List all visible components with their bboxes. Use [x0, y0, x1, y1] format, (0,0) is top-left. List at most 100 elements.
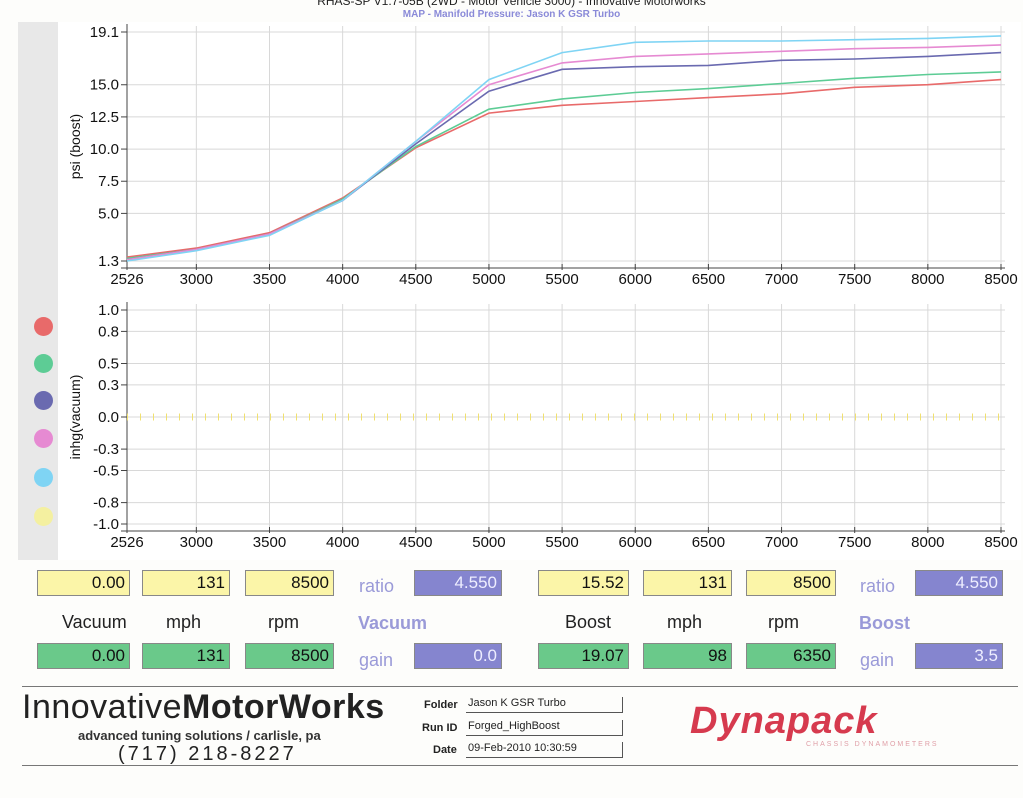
x-tick-label: 4500	[399, 271, 432, 288]
y-axis-label: psi (boost)	[67, 114, 83, 179]
y-tick-label: 1.3	[98, 253, 119, 270]
legend-dot-pink[interactable]	[34, 429, 53, 448]
y-tick-label: 0.3	[98, 377, 119, 394]
boost-mode-label: Boost	[859, 613, 910, 633]
right-mph-header: mph	[667, 612, 703, 632]
vacuum-rpm: 8500	[245, 570, 334, 596]
y-tick-label: -0.3	[93, 441, 119, 458]
x-tick-label: 3500	[253, 534, 286, 551]
y-tick-label: 0.5	[98, 356, 119, 373]
y-tick-label: -0.5	[93, 463, 119, 480]
right-ratio-value: 4.550	[915, 570, 1003, 596]
chart-title: RHAS-SP V1.7-05B (2WD - Motor Vehicle 30…	[317, 0, 706, 8]
y-tick-label: 19.1	[90, 24, 119, 41]
right-gain-value: 3.5	[915, 643, 1003, 669]
right-gain-label: gain	[860, 650, 895, 670]
vacuum-mph: 131	[142, 570, 230, 596]
vacuum-peak-mph: 131	[142, 643, 230, 669]
series-line-1	[126, 71, 1002, 260]
y-tick-label: 1.0	[98, 302, 119, 319]
brand-tagline: advanced tuning solutions / carlisle, pa	[78, 728, 321, 743]
y-tick-label: 7.5	[98, 173, 119, 190]
y-tick-label: 0.0	[98, 409, 119, 426]
x-tick-label: 7500	[838, 271, 871, 288]
x-tick-label: 6000	[619, 271, 652, 288]
left-mph-header: mph	[166, 612, 202, 632]
y-tick-label: 0.8	[98, 323, 119, 340]
boost-mph: 131	[643, 570, 732, 596]
boost-value: 15.52	[538, 570, 629, 596]
x-tick-label: 8500	[984, 271, 1017, 288]
dyno-charts: 2526 3000 3500 4000 4500 5000 5500 6000 6500 7000…	[67, 24, 1018, 551]
x-tick-label: 5500	[545, 534, 578, 551]
series-line-4	[126, 35, 1002, 262]
legend-dot-navy[interactable]	[34, 391, 53, 410]
boost-peak-rpm: 6350	[746, 643, 836, 669]
legend-dot-cyan[interactable]	[34, 468, 53, 487]
folder-value: Jason K GSR Turbo	[466, 697, 623, 713]
legend-dot-green[interactable]	[34, 354, 53, 373]
boost-peak-mph: 98	[643, 643, 732, 669]
boost-peak-value: 19.07	[538, 643, 629, 669]
legend-dot-yellow[interactable]	[34, 507, 53, 526]
x-tick-label: 8500	[984, 534, 1017, 551]
brand-light: Innovative	[22, 688, 182, 726]
y-tick-label: 5.0	[98, 205, 119, 222]
x-tick-label: 3000	[180, 534, 213, 551]
left-rpm-header: rpm	[268, 612, 299, 632]
x-tick-label: 2526	[110, 534, 143, 551]
x-tick-label: 5000	[472, 271, 505, 288]
y-tick-label: -1.0	[93, 516, 119, 533]
x-tick-label: 4500	[399, 534, 432, 551]
y-tick-label: 10.0	[90, 141, 119, 158]
boost-rpm: 8500	[746, 570, 836, 596]
vacuum-value: 0.00	[37, 570, 130, 596]
x-tick-label: 4000	[326, 271, 359, 288]
chart-subtitle: MAP - Manifold Pressure: Jason K GSR Tur…	[402, 9, 621, 20]
x-tick-label: 2526	[110, 271, 143, 288]
series-line-0	[126, 78, 1002, 258]
series-line-2	[126, 51, 1002, 261]
x-tick-label: 3500	[253, 271, 286, 288]
x-tick-label: 6500	[692, 271, 725, 288]
folder-label: Folder	[424, 699, 458, 711]
x-tick-label: 8000	[911, 271, 944, 288]
x-tick-label: 5000	[472, 534, 505, 551]
series-line-3	[126, 44, 1002, 261]
x-tick-label: 7500	[838, 534, 871, 551]
right-ratio-label: ratio	[860, 576, 896, 596]
x-tick-label: 4000	[326, 534, 359, 551]
brand-phone: (717) 218-8227	[118, 743, 297, 765]
right-rpm-header: rpm	[768, 612, 799, 632]
x-tick-label: 6000	[619, 534, 652, 551]
y-tick-label: -0.8	[93, 495, 119, 512]
vacuum-mode-label: Vacuum	[358, 613, 428, 633]
date-label: Date	[433, 744, 457, 756]
vacuum-peak-value: 0.00	[37, 643, 130, 669]
vacuum-header: Vacuum	[62, 612, 127, 632]
brand-logo: InnovativeMotorWorks	[22, 688, 385, 727]
x-tick-label: 5500	[545, 271, 578, 288]
y-tick-label: 15.0	[90, 77, 119, 94]
runid-value: Forged_HighBoost	[466, 720, 623, 736]
date-value: 09-Feb-2010 10:30:59	[466, 742, 623, 758]
boost-header: Boost	[565, 612, 612, 632]
x-tick-label: 8000	[911, 534, 944, 551]
dynapack-subtitle: CHASSIS DYNAMOMETERS	[806, 741, 939, 748]
left-gain-value: 0.0	[414, 643, 502, 669]
y-tick-label: 12.5	[90, 109, 119, 126]
x-tick-label: 7000	[765, 271, 798, 288]
footer-top-rule	[22, 686, 1018, 687]
x-tick-label: 6500	[692, 534, 725, 551]
dynapack-logo: Dynapack	[690, 700, 878, 742]
brand-bold: MotorWorks	[182, 688, 385, 726]
left-ratio-label: ratio	[359, 576, 395, 596]
x-tick-label: 7000	[765, 534, 798, 551]
left-gain-label: gain	[359, 650, 394, 670]
vacuum-peak-rpm: 8500	[245, 643, 334, 669]
footer-bottom-rule	[22, 765, 1018, 766]
y-axis-label: inhg(vacuum)	[67, 375, 83, 460]
x-tick-label: 3000	[180, 271, 213, 288]
legend-dot-red[interactable]	[34, 317, 53, 336]
runid-label: Run ID	[422, 722, 458, 734]
